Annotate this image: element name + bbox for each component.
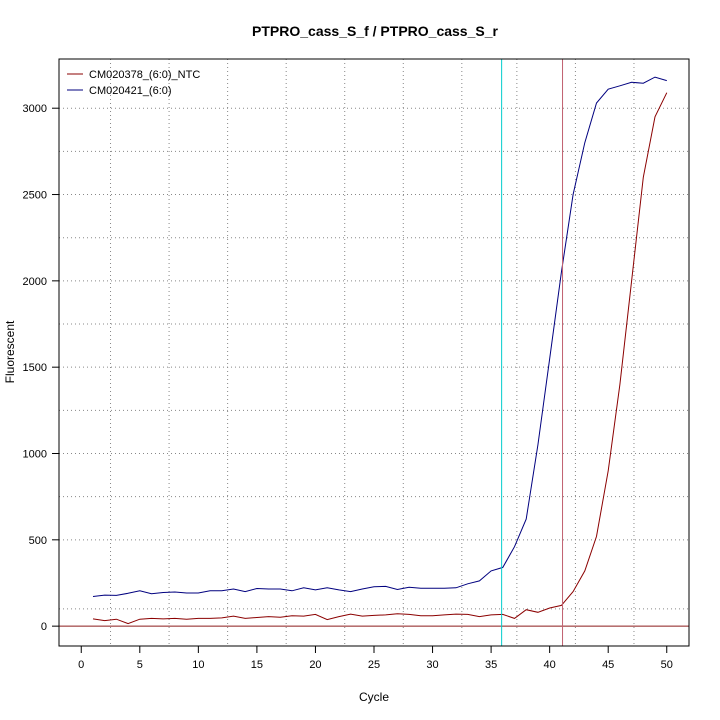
x-tick-label: 35	[485, 659, 497, 671]
series-lines	[92, 76, 668, 625]
y-tick-label: 1500	[23, 362, 47, 374]
legend-entry: CM020378_(6:0)_NTC	[89, 69, 200, 81]
y-axis-label: Fluorescent	[3, 320, 17, 383]
reference-lines	[59, 59, 689, 646]
x-tick-label: 0	[78, 659, 84, 671]
legend-entry: CM020421_(6:0)	[89, 85, 172, 97]
series-line	[92, 92, 668, 625]
y-tick-label: 2000	[23, 276, 47, 288]
chart-title: PTPRO_cass_S_f / PTPRO_cass_S_r	[252, 23, 498, 39]
x-axis: 0 5 10 15 20 25 30 35 40 45 50	[78, 645, 673, 671]
x-tick-label: 25	[368, 659, 380, 671]
grid-lines	[59, 59, 689, 646]
series-line	[92, 76, 667, 597]
x-tick-label: 50	[661, 659, 673, 671]
x-tick-label: 10	[192, 659, 204, 671]
y-tick-label: 3000	[23, 103, 47, 115]
x-tick-label: 40	[544, 659, 556, 671]
legend: CM020378_(6:0)_NTC CM020421_(6:0)	[67, 69, 200, 97]
plot-frame	[58, 58, 690, 647]
x-tick-label: 20	[309, 659, 321, 671]
x-axis-label: Cycle	[359, 690, 389, 704]
y-tick-label: 1000	[23, 448, 47, 460]
y-tick-label: 2500	[23, 190, 47, 202]
x-tick-label: 45	[602, 659, 614, 671]
y-tick-label: 0	[41, 621, 47, 633]
x-tick-label: 30	[426, 659, 438, 671]
y-tick-label: 500	[29, 535, 47, 547]
y-axis: 0 500 1000 1500 2000 2500 3000	[23, 103, 60, 633]
x-tick-label: 15	[251, 659, 263, 671]
x-tick-label: 5	[137, 659, 143, 671]
